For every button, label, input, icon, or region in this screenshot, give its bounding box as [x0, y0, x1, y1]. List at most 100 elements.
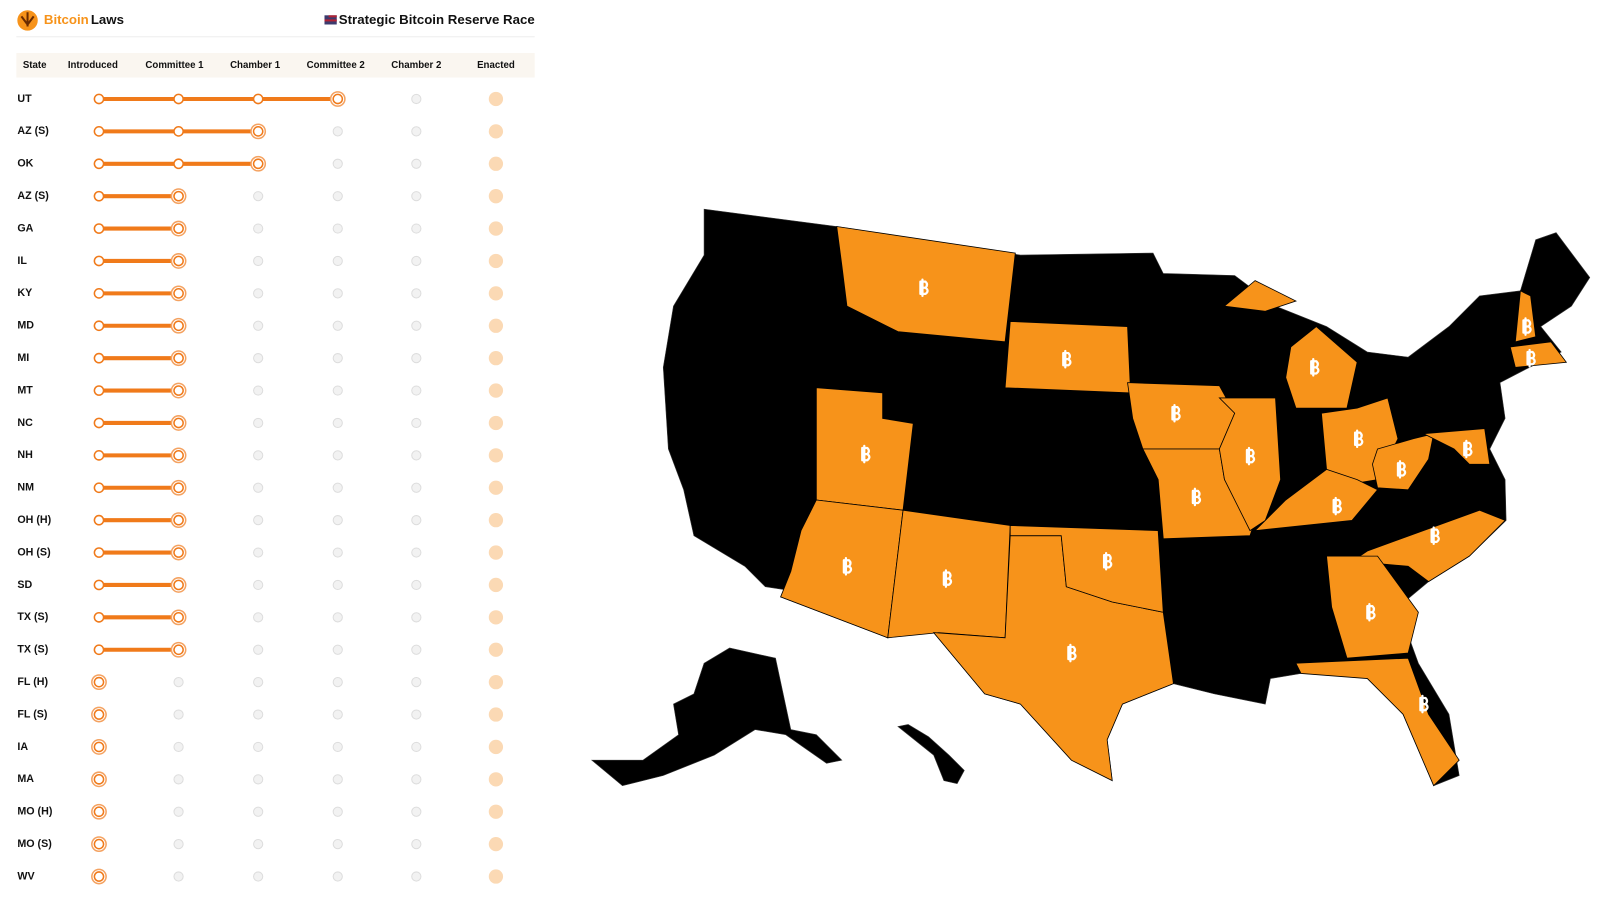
stage-current-core [93, 773, 105, 785]
stage-pending [173, 741, 184, 753]
stage-pending [411, 709, 422, 720]
state-label: FL (S) [17, 708, 48, 720]
stage-pending [332, 417, 343, 429]
stage-pending [253, 255, 264, 267]
bitcoin-icon [919, 278, 929, 298]
state-label: NC [17, 417, 33, 429]
bitcoin-icon [1419, 694, 1429, 714]
column-header: Chamber 1 [230, 60, 281, 71]
stage-pending [173, 677, 184, 688]
enacted-icon [488, 869, 504, 884]
column-header: Introduced [68, 60, 118, 71]
stage-pending [332, 677, 343, 688]
enacted-icon [488, 610, 504, 625]
stage-pending [411, 806, 422, 817]
stage-pending [411, 774, 422, 785]
column-header: Committee 1 [145, 60, 204, 71]
bitcoin-icon [1062, 349, 1072, 369]
stage-pending [332, 515, 343, 526]
page-title: Strategic Bitcoin Reserve Race [339, 12, 535, 27]
state-label: MA [17, 773, 34, 785]
stage-pending [332, 741, 343, 753]
bitcoin-icon [1366, 602, 1376, 622]
stage-pending [332, 806, 343, 817]
stage-pending [253, 644, 264, 655]
stage-pending [253, 839, 264, 850]
enacted-icon [488, 448, 504, 463]
bitcoin-icon [1522, 317, 1532, 336]
stage-done [173, 158, 184, 170]
state-label: NM [17, 482, 34, 494]
stage-current-core [173, 450, 184, 461]
stage-pending [411, 612, 422, 623]
stage-done [93, 611, 105, 623]
enacted-icon [488, 642, 504, 657]
bitcoin-icon [1430, 526, 1440, 545]
enacted-icon [488, 739, 504, 755]
enacted-icon [488, 577, 504, 593]
bitcoin-icon [1191, 487, 1202, 507]
state-md [1421, 428, 1491, 465]
stage-pending [253, 353, 264, 364]
stage-pending [253, 482, 264, 493]
state-label: NH [17, 449, 33, 461]
state-sd [1004, 321, 1132, 394]
stage-current-core [332, 93, 344, 105]
stage-current-core [173, 644, 184, 656]
stage-pending [253, 191, 264, 202]
enacted-icon [488, 836, 504, 852]
state-ok [1009, 525, 1164, 613]
stage-current-core [173, 579, 184, 591]
stage-pending [332, 353, 343, 364]
enacted-icon [488, 513, 504, 528]
state-label: TX (S) [17, 611, 48, 623]
enacted-icon [488, 351, 504, 366]
stage-done [173, 126, 184, 137]
stage-current-core [173, 514, 184, 526]
stage-current-core [252, 126, 264, 137]
stage-pending [253, 871, 264, 882]
stage-pending [411, 126, 422, 137]
stage-pending [332, 547, 343, 558]
enacted-icon [488, 124, 504, 139]
stage-current-core [93, 838, 105, 850]
state-miu [1223, 280, 1297, 312]
state-label: WV [17, 870, 35, 882]
stage-current-core [93, 806, 105, 818]
stage-current-core [173, 255, 184, 267]
stage-pending [332, 223, 343, 234]
enacted-icon [488, 156, 504, 171]
stage-pending [173, 871, 184, 882]
stage-pending [411, 450, 422, 461]
stage-pending [332, 612, 343, 623]
bitcoin-icon [1353, 429, 1364, 449]
enacted-icon [488, 675, 504, 690]
stage-pending [411, 191, 422, 202]
stage-pending [411, 644, 422, 655]
stage-done [93, 352, 105, 364]
stage-done [93, 417, 105, 429]
state-label: AZ (S) [17, 190, 49, 202]
stage-pending [253, 806, 264, 817]
stage-pending [253, 547, 264, 558]
stage-current-core [173, 482, 184, 494]
stage-current-core [93, 871, 105, 882]
stage-done [173, 93, 184, 105]
enacted-icon [488, 286, 504, 301]
stage-current-core [173, 288, 184, 299]
enacted-icon [488, 383, 504, 398]
stage-pending [173, 806, 184, 817]
stage-pending [411, 515, 422, 526]
state-ky [1253, 468, 1379, 532]
brand-accent: Bitcoin [44, 12, 89, 27]
stage-pending [332, 774, 343, 785]
state-label: IL [17, 255, 27, 267]
stage-current-core [173, 611, 184, 623]
stage-pending [411, 288, 422, 299]
state-label: SD [17, 579, 32, 591]
table-header-bg [16, 53, 535, 78]
stage-pending [173, 709, 184, 720]
stage-pending [253, 385, 264, 396]
hawaii [897, 724, 965, 785]
stage-pending [253, 612, 264, 623]
